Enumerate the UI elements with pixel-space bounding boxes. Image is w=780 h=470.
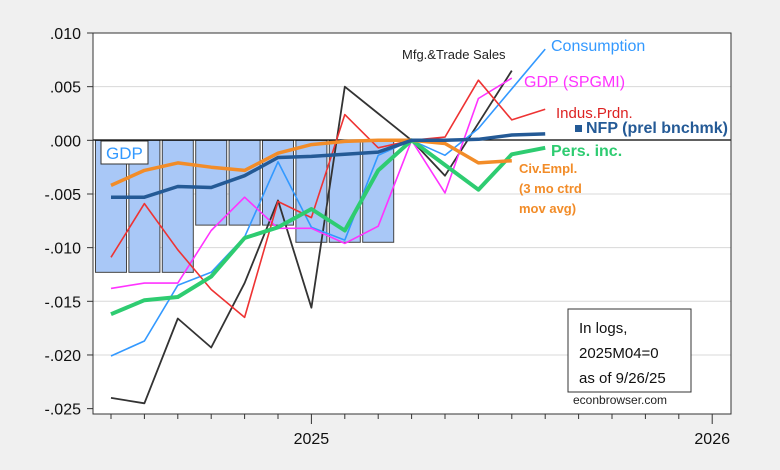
annotation-line-2: 2025M04=0 bbox=[579, 345, 659, 362]
y-tick-label: -.025 bbox=[45, 402, 82, 419]
source-label: econbrowser.com bbox=[573, 393, 667, 407]
annotation-line-1: In logs, bbox=[579, 320, 627, 337]
gdp-label-box bbox=[100, 140, 149, 165]
series-line-consumption bbox=[110, 48, 546, 357]
gdp-bar-label: GDP bbox=[106, 144, 143, 163]
label-civ-empl-2: (3 mo ctrd bbox=[519, 181, 582, 196]
series-line-pers-inc bbox=[110, 138, 546, 317]
x-tick-label: 2025 bbox=[294, 431, 330, 448]
y-tick-label: -.020 bbox=[45, 348, 82, 365]
series-line-nfp-prel-bnchmk bbox=[111, 132, 546, 199]
label-civ-empl-3: mov avg) bbox=[519, 201, 576, 216]
y-tick-label: -.015 bbox=[45, 294, 82, 311]
x-tick-label: 2026 bbox=[694, 431, 730, 448]
label-pers-inc: Pers. inc. bbox=[551, 143, 622, 160]
y-tick-label: -.010 bbox=[45, 241, 82, 258]
label-nfp: NFP (prel bnchmk) bbox=[586, 120, 728, 137]
label-indus-prdn: Indus.Prdn. bbox=[556, 105, 633, 122]
label-mfg-trade-sales: Mfg.&Trade Sales bbox=[402, 47, 506, 62]
y-tick-label: .010 bbox=[50, 26, 81, 43]
y-tick-label: -.005 bbox=[45, 187, 82, 204]
gdp-bar bbox=[161, 139, 194, 273]
label-gdp-spgmi: GDP (SPGMI) bbox=[524, 74, 625, 91]
y-tick-label: .000 bbox=[50, 133, 81, 150]
series-line-gdp-spgmi bbox=[110, 77, 513, 290]
annotation-line-3: as of 9/26/25 bbox=[579, 370, 666, 387]
label-civ-empl-1: Civ.Empl. bbox=[519, 161, 577, 176]
y-tick-label: .005 bbox=[50, 80, 81, 97]
series-line-mfg-trade-sales bbox=[110, 70, 513, 405]
nfp-marker-icon bbox=[575, 125, 582, 132]
series-line-civ-empl bbox=[110, 138, 512, 187]
series-line-indus-prdn bbox=[110, 79, 546, 319]
annotation-box bbox=[567, 308, 692, 393]
label-consumption: Consumption bbox=[551, 38, 645, 55]
